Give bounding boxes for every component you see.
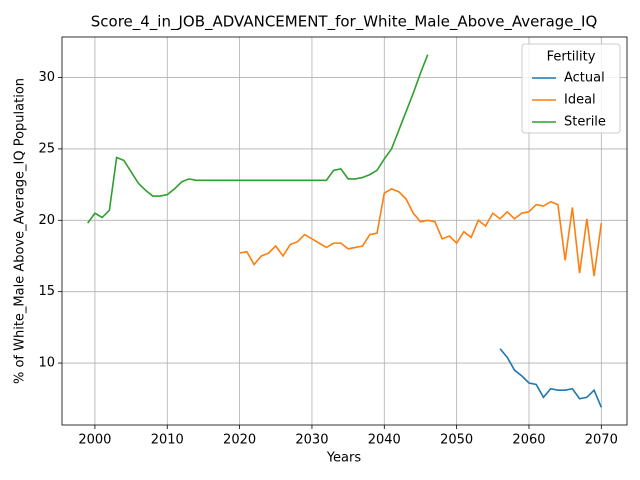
x-tick-label: 2070: [585, 433, 618, 448]
chart-title: Score_4_in_JOB_ADVANCEMENT_for_White_Mal…: [91, 13, 598, 32]
y-tick-label: 20: [38, 213, 55, 228]
legend-label: Actual: [564, 71, 605, 86]
plot-frame: [61, 36, 628, 426]
legend-box: [521, 43, 621, 134]
y-tick-label: 25: [38, 141, 55, 156]
legend-label: Sterile: [564, 115, 606, 130]
x-tick-label: 2050: [440, 433, 473, 448]
x-tick-label: 2020: [223, 433, 256, 448]
series-line: [499, 348, 603, 408]
y-tick-label: 30: [38, 70, 55, 85]
x-axis-label: Years: [326, 451, 362, 466]
y-tick-label: 15: [38, 284, 55, 299]
x-tick-label: 2000: [78, 433, 111, 448]
x-tick-label: 2040: [368, 433, 401, 448]
x-tick-label: 2060: [512, 433, 545, 448]
y-tick-label: 10: [38, 356, 55, 371]
x-tick-label: 2030: [295, 433, 328, 448]
series-line: [87, 54, 429, 224]
legend-label: Ideal: [564, 93, 596, 108]
x-tick-label: 2010: [151, 433, 184, 448]
y-axis-label: % of White_Male Above_Average_IQ Populat…: [13, 78, 28, 384]
series-line: [239, 188, 603, 277]
legend-title: Fertility: [547, 50, 596, 65]
